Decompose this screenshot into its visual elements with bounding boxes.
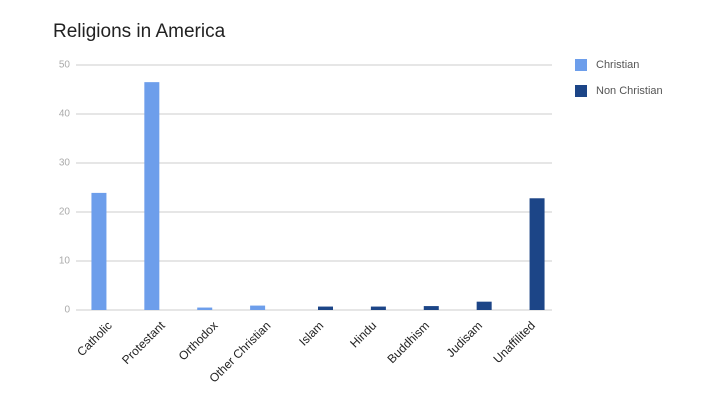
x-tick-label: Judisam [444,318,485,359]
bar [91,192,107,310]
y-tick-label: 30 [59,158,71,169]
y-tick-label: 0 [64,305,70,316]
y-tick-label: 10 [59,256,71,267]
bar [529,198,545,310]
y-tick-label: 40 [59,109,71,120]
x-tick-label: Orthodox [176,318,221,363]
legend-swatch [575,85,587,97]
bar [423,306,439,310]
x-tick-label: Hindu [347,318,379,350]
x-tick-label: Catholic [74,318,115,359]
y-tick-label: 20 [59,207,71,218]
x-tick-label: Islam [296,318,326,348]
bar [144,82,160,311]
bar [318,306,333,310]
bar [476,301,492,310]
bar [370,306,386,310]
legend-swatch [575,59,587,71]
bar [250,305,266,310]
chart-title: Religions in America [53,21,226,42]
x-tick-label: Protestant [119,318,168,367]
legend-label: Christian [596,59,639,71]
x-tick-label: Buddhism [385,318,433,366]
y-tick-label: 50 [59,60,71,71]
x-tick-label: Unaffilited [490,318,537,365]
bar [197,307,213,310]
legend-label: Non Christian [596,85,663,97]
